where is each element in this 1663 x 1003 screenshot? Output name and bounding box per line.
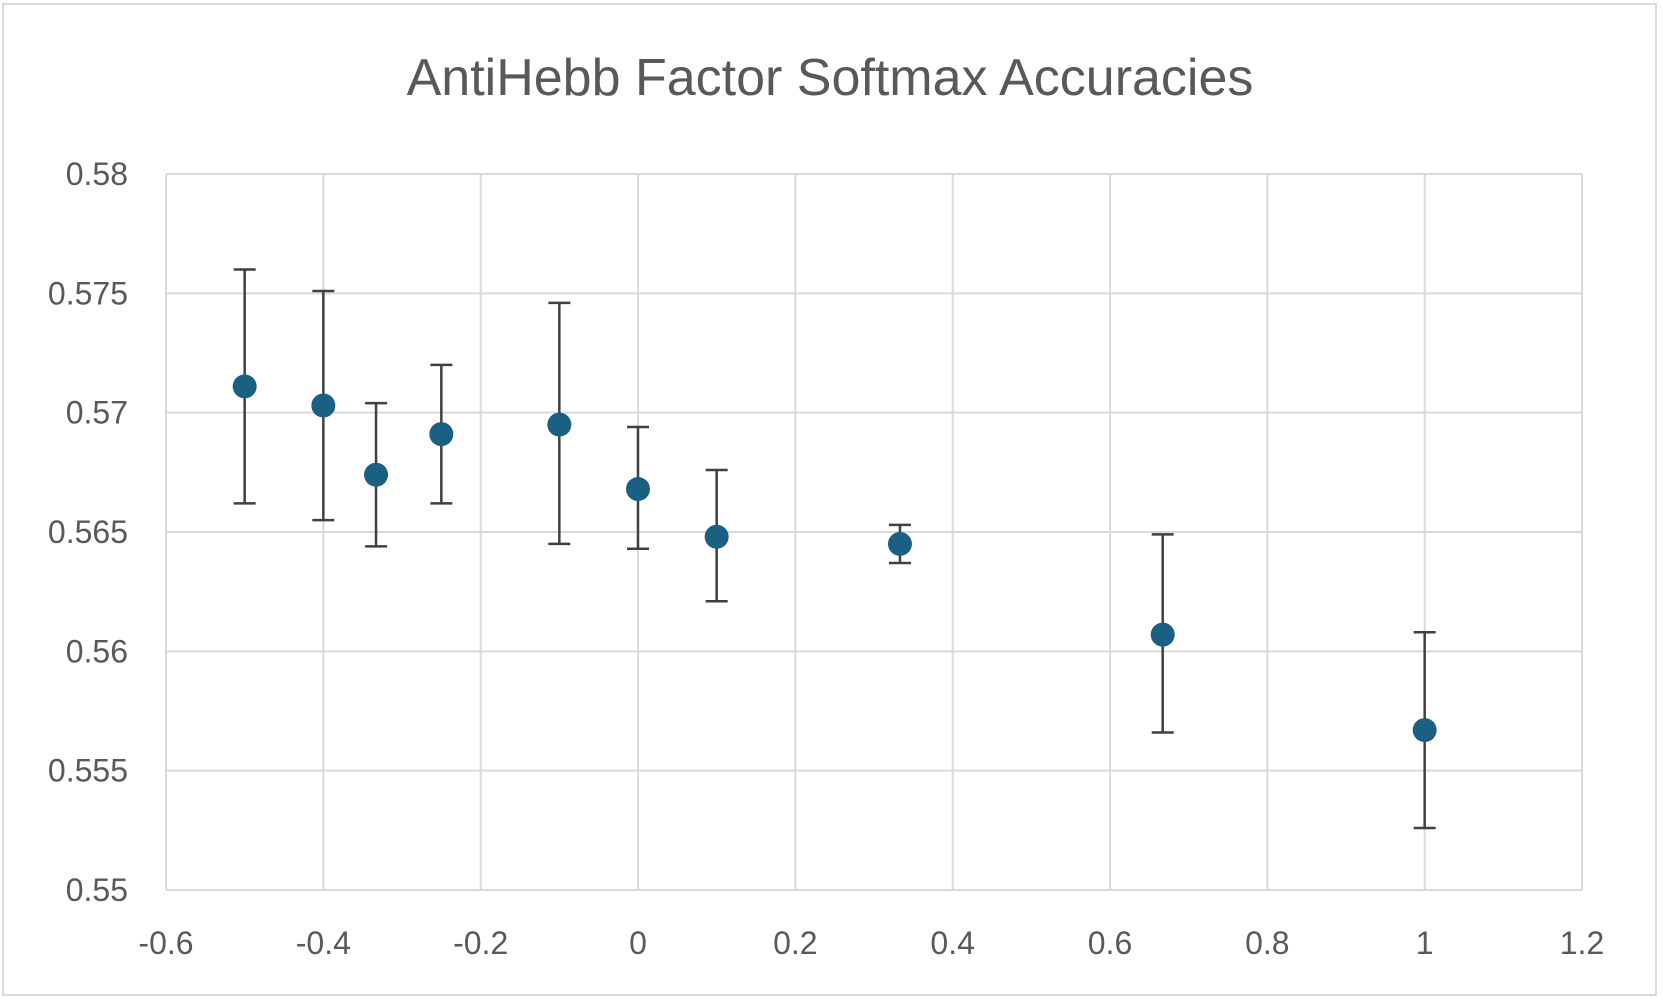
data-point: [547, 412, 572, 437]
x-tick-label: 1.2: [1560, 925, 1604, 961]
data-point: [1150, 622, 1175, 647]
error-bars: [233, 268, 1436, 830]
chart-frame: [2, 3, 1657, 996]
y-axis-ticks: 0.58 0.575 0.57 0.565 0.56 0.555 0.55: [48, 156, 128, 908]
x-tick-label: -0.6: [138, 925, 193, 961]
data-point: [364, 462, 389, 487]
y-tick-label: 0.575: [48, 275, 128, 311]
grid: [165, 173, 1583, 891]
x-tick-label: 0: [629, 925, 647, 961]
x-tick-label: 0.4: [930, 925, 974, 961]
y-tick-label: 0.555: [48, 753, 128, 789]
y-tick-label: 0.58: [66, 156, 128, 192]
data-point: [429, 422, 454, 447]
y-tick-label: 0.565: [48, 514, 128, 550]
x-axis-ticks: -0.6 -0.4 -0.2 0 0.2 0.4 0.6 0.8 1 1.2: [138, 925, 1604, 961]
x-tick-label: 0.2: [773, 925, 817, 961]
chart-title: AntiHebb Factor Softmax Accuracies: [407, 49, 1254, 107]
y-tick-label: 0.57: [66, 395, 128, 431]
data-point: [704, 524, 729, 549]
x-tick-label: 0.6: [1088, 925, 1132, 961]
x-tick-label: 0.8: [1245, 925, 1289, 961]
y-tick-label: 0.55: [66, 872, 128, 908]
y-tick-label: 0.56: [66, 633, 128, 669]
x-tick-label: -0.4: [296, 925, 351, 961]
x-tick-label: -0.2: [453, 925, 508, 961]
data-point: [311, 393, 336, 418]
data-point: [626, 477, 650, 502]
data-point: [887, 531, 912, 556]
data-point: [232, 374, 257, 399]
x-tick-label: 1: [1416, 925, 1434, 961]
data-point: [1412, 718, 1437, 743]
data-points: [232, 374, 1437, 743]
